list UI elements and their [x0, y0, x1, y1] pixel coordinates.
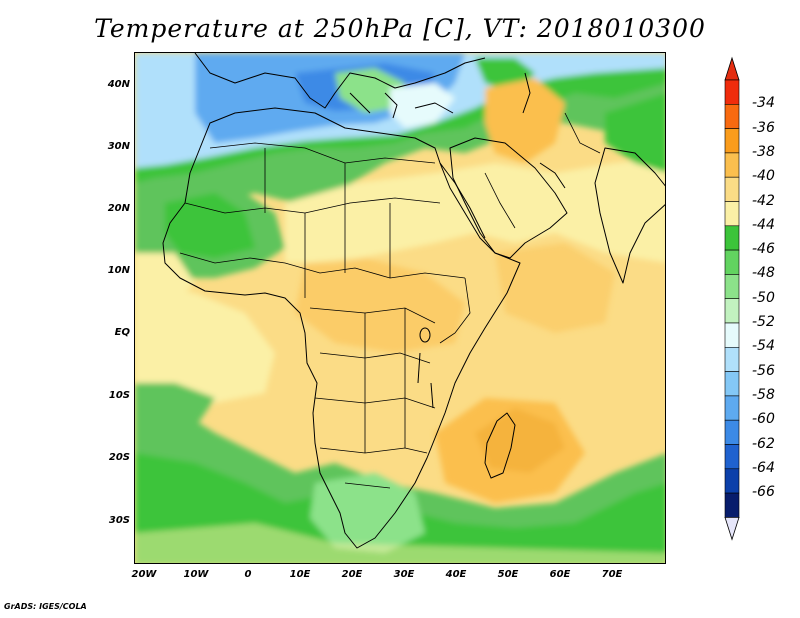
lon-label: 20E	[341, 569, 363, 580]
colorbar-box	[724, 419, 740, 445]
turkey-coastline	[414, 102, 454, 114]
temperature-field	[135, 53, 665, 563]
colorbar-box	[724, 152, 740, 178]
lon-label: 30E	[393, 569, 415, 580]
colorbar-label: -36	[752, 119, 775, 136]
field-sahara-minus44	[285, 158, 665, 263]
red-sea-coastline	[439, 162, 486, 239]
madagascar-coastline	[484, 412, 516, 479]
colorbar-label: -66	[752, 484, 775, 501]
field-madagascar-minus38	[475, 408, 565, 473]
temperature-map	[134, 52, 666, 564]
lat-label: 30S	[108, 515, 130, 526]
colorbar-box	[724, 492, 740, 518]
colorbar-box	[724, 395, 740, 421]
map-title: Temperature at 250hPa [C], VT: 201801030…	[94, 14, 706, 43]
field-india-minus46	[605, 93, 665, 173]
lat-label: 30N	[107, 141, 130, 152]
lat-label: 40N	[107, 79, 130, 90]
europe-coastline	[194, 53, 486, 109]
coastlines	[162, 53, 665, 549]
colorbar-under-triangle	[724, 517, 740, 541]
lat-label: EQ	[114, 327, 130, 338]
colorbar-box	[724, 79, 740, 105]
colorbar-label: -60	[752, 411, 775, 428]
colorbar-box	[724, 176, 740, 202]
country-borders	[179, 112, 601, 489]
field-atlantic-minus46	[135, 383, 215, 433]
lat-label: 10N	[107, 265, 130, 276]
colorbar-label: -44	[752, 216, 775, 233]
colorbar-label: -48	[752, 265, 775, 282]
arabia-coastline	[449, 137, 568, 259]
colorbar-label: -54	[752, 338, 775, 355]
colorbar-box	[724, 128, 740, 154]
field-atlantic-minus44	[135, 283, 275, 413]
greece-coastline	[384, 92, 398, 119]
colorbar-box	[724, 444, 740, 470]
colorbar-label: -38	[752, 143, 775, 160]
colorbar-label: -50	[752, 289, 775, 306]
lon-label: 10W	[183, 569, 209, 580]
colorbar-box	[724, 468, 740, 494]
field-pocket-minus50	[335, 68, 405, 113]
colorbar-label: -56	[752, 362, 775, 379]
border-angola-zambia	[314, 397, 436, 409]
italy-coastline	[349, 92, 371, 114]
lat-label: 20S	[108, 452, 130, 463]
field-south-africa-minus50	[310, 473, 425, 553]
border-horn	[439, 277, 471, 344]
border-south-africa	[344, 482, 391, 489]
colorbar-box	[724, 371, 740, 397]
lon-label: 40E	[445, 569, 467, 580]
lat-label: 20N	[107, 203, 130, 214]
colorbar-label: -34	[752, 95, 775, 112]
colorbar-label: -62	[752, 435, 775, 452]
field-warm-middle-east	[485, 78, 565, 163]
colorbar-box	[724, 103, 740, 129]
border-iran	[564, 112, 601, 154]
lake-malawi	[430, 382, 434, 409]
colorbar	[724, 56, 740, 541]
lat-label: 10S	[108, 390, 130, 401]
gulf-coastline	[539, 162, 566, 189]
colorbar-box	[724, 274, 740, 299]
border-congo	[319, 352, 431, 364]
colorbar-box	[724, 249, 740, 275]
india-coastline	[594, 147, 665, 284]
border-central	[309, 307, 436, 324]
caspian-coastline	[522, 72, 531, 114]
lon-label: 10E	[289, 569, 311, 580]
africa-coastline	[162, 107, 521, 549]
colorbar-over-triangle	[724, 56, 740, 81]
colorbar-label: -42	[752, 192, 775, 209]
border-north-africa	[209, 142, 436, 164]
colorbar-label: -64	[752, 459, 775, 476]
lon-label: 70E	[601, 569, 623, 580]
colorbar-label: -52	[752, 314, 775, 330]
field-west-africa-minus48	[165, 193, 255, 258]
lon-label: 20W	[131, 569, 157, 580]
lon-label: 0	[244, 569, 252, 580]
footer-credit: GrADS: IGES/COLA	[4, 602, 87, 611]
field-indian-ocean-minus40	[495, 243, 615, 333]
lon-label: 50E	[497, 569, 519, 580]
lon-label: 60E	[549, 569, 571, 580]
colorbar-box	[724, 322, 740, 348]
border-sahel	[179, 252, 466, 279]
colorbar-box	[724, 346, 740, 372]
colorbar-box	[724, 298, 740, 324]
colorbar-box	[724, 201, 740, 227]
border-southern-africa	[319, 447, 428, 454]
colorbar-label: -58	[752, 386, 775, 403]
colorbar-label: -46	[752, 241, 775, 258]
field-south-edge-minus44	[135, 523, 665, 563]
lake-victoria	[419, 327, 431, 343]
field-pocket-minus52	[390, 83, 455, 128]
lake-tanganyika	[417, 352, 421, 384]
colorbar-box	[724, 225, 740, 251]
border-arabia-internal	[484, 172, 516, 229]
colorbar-label: -40	[752, 168, 775, 185]
